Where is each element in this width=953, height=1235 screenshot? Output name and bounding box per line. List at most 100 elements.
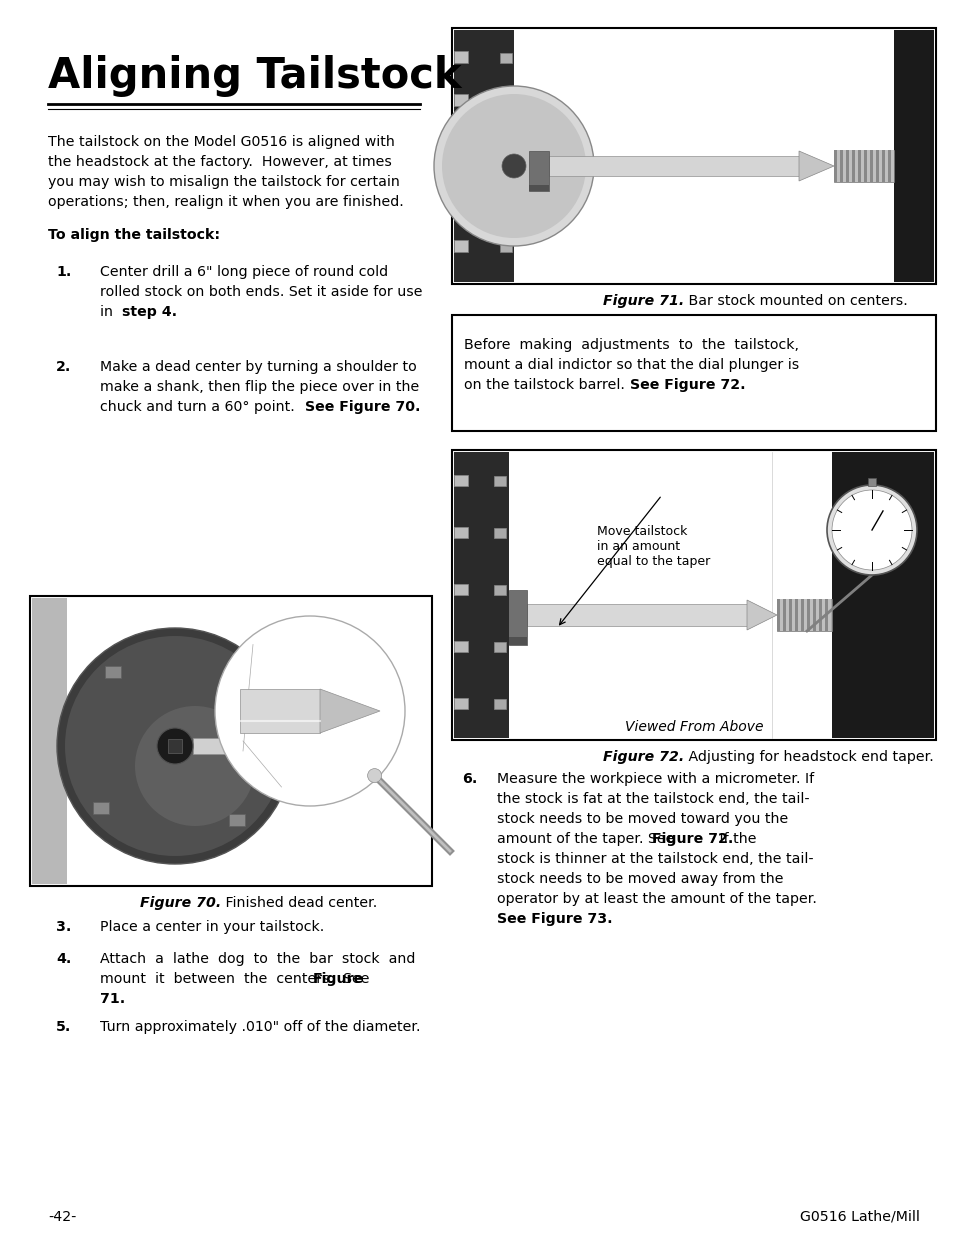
Circle shape	[434, 86, 594, 246]
Bar	[794, 599, 797, 631]
Bar	[803, 599, 806, 631]
Text: 1.: 1.	[56, 266, 71, 279]
Bar	[454, 584, 468, 595]
Bar	[863, 149, 866, 182]
Bar	[866, 149, 869, 182]
Bar	[776, 599, 780, 631]
Text: the stock is fat at the tailstock end, the tail-: the stock is fat at the tailstock end, t…	[497, 792, 809, 806]
FancyBboxPatch shape	[452, 28, 935, 284]
Text: step 4.: step 4.	[122, 305, 177, 319]
Text: Before  making  adjustments  to  the  tailstock,: Before making adjustments to the tailsto…	[463, 338, 799, 352]
Bar	[229, 814, 245, 825]
FancyBboxPatch shape	[30, 597, 432, 885]
Text: equal to the taper: equal to the taper	[597, 555, 709, 568]
Bar	[454, 475, 468, 487]
Bar	[861, 149, 863, 182]
Bar	[806, 599, 809, 631]
Text: To align the tailstock:: To align the tailstock:	[48, 228, 220, 242]
Circle shape	[501, 154, 525, 178]
Bar	[887, 149, 890, 182]
Bar	[869, 149, 872, 182]
Bar	[833, 149, 893, 182]
Bar	[782, 599, 785, 631]
Polygon shape	[319, 689, 379, 734]
Bar	[240, 678, 256, 690]
Bar	[785, 599, 788, 631]
Bar	[529, 151, 548, 191]
Text: mount  it  between  the  centers.  See: mount it between the centers. See	[100, 972, 378, 986]
Text: mount a dial indictor so that the dial plunger is: mount a dial indictor so that the dial p…	[463, 358, 799, 372]
Text: Adjusting for headstock end taper.: Adjusting for headstock end taper.	[683, 750, 933, 764]
Bar	[875, 149, 878, 182]
Text: If the: If the	[714, 832, 756, 846]
Bar	[193, 739, 228, 755]
Bar	[499, 53, 512, 63]
FancyBboxPatch shape	[452, 450, 935, 740]
Bar	[842, 149, 845, 182]
Text: See Figure 73.: See Figure 73.	[497, 911, 612, 926]
FancyBboxPatch shape	[452, 315, 935, 431]
Text: amount of the taper. See: amount of the taper. See	[497, 832, 679, 846]
Bar	[454, 527, 468, 537]
Text: Figure 72.: Figure 72.	[651, 832, 733, 846]
Text: 6.: 6.	[461, 772, 476, 785]
Text: 3.: 3.	[56, 920, 71, 934]
Bar	[833, 149, 836, 182]
Bar	[454, 452, 509, 739]
Bar	[851, 149, 854, 182]
Bar	[494, 477, 505, 487]
Bar	[893, 30, 933, 282]
Text: Figure 71.: Figure 71.	[602, 294, 683, 308]
Bar	[815, 599, 818, 631]
Text: Figure 72.: Figure 72.	[602, 750, 683, 764]
Bar	[821, 599, 824, 631]
Bar	[788, 599, 791, 631]
Bar	[494, 699, 505, 709]
Bar	[776, 599, 831, 631]
Text: Finished dead center.: Finished dead center.	[221, 897, 376, 910]
Bar	[884, 149, 887, 182]
Bar	[454, 30, 514, 282]
Bar	[824, 599, 827, 631]
Bar	[854, 149, 857, 182]
Bar	[454, 94, 468, 106]
Bar	[454, 240, 468, 252]
Text: Move tailstock: Move tailstock	[597, 525, 687, 538]
Text: The tailstock on the Model G0516 is aligned with: The tailstock on the Model G0516 is alig…	[48, 135, 395, 149]
Text: Bar stock mounted on centers.: Bar stock mounted on centers.	[683, 294, 907, 308]
Circle shape	[157, 727, 193, 764]
Polygon shape	[228, 739, 248, 755]
Bar	[499, 141, 512, 151]
Bar	[780, 599, 782, 631]
Bar	[509, 590, 526, 645]
Circle shape	[831, 490, 911, 571]
Text: you may wish to misalign the tailstock for certain: you may wish to misalign the tailstock f…	[48, 175, 399, 189]
Bar	[872, 149, 875, 182]
Bar	[882, 149, 884, 182]
Circle shape	[441, 94, 585, 238]
Bar	[168, 739, 182, 753]
Text: in: in	[100, 305, 117, 319]
Text: Aligning Tailstock: Aligning Tailstock	[48, 56, 461, 98]
Bar	[454, 51, 468, 63]
Text: 71.: 71.	[100, 992, 125, 1007]
Bar	[867, 478, 875, 487]
Bar	[548, 156, 799, 177]
Bar	[809, 599, 812, 631]
Bar	[801, 599, 803, 631]
Text: 5.: 5.	[56, 1020, 71, 1034]
Bar	[529, 185, 548, 191]
Bar	[526, 604, 746, 626]
Bar	[454, 699, 468, 709]
Text: Viewed From Above: Viewed From Above	[624, 720, 762, 734]
Text: Measure the workpiece with a micrometer. If: Measure the workpiece with a micrometer.…	[497, 772, 813, 785]
Text: make a shank, then flip the piece over in the: make a shank, then flip the piece over i…	[100, 380, 418, 394]
Bar	[32, 598, 67, 884]
Text: operations; then, realign it when you are finished.: operations; then, realign it when you ar…	[48, 195, 403, 209]
Text: Place a center in your tailstock.: Place a center in your tailstock.	[100, 920, 324, 934]
Bar	[240, 689, 319, 734]
Text: chuck and turn a 60° point.: chuck and turn a 60° point.	[100, 400, 303, 414]
Bar	[454, 140, 468, 151]
Text: 2.: 2.	[56, 359, 71, 374]
Text: -42-: -42-	[48, 1210, 76, 1224]
